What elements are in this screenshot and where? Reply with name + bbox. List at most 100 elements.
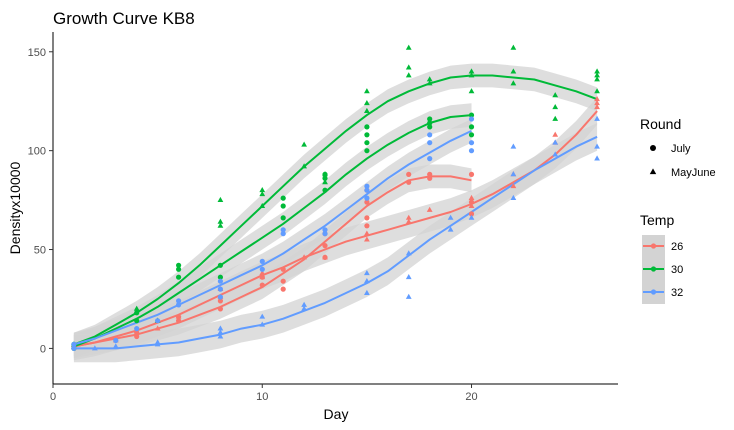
- point-temp-26-mayjune: [322, 254, 328, 260]
- point-temp-30-mayjune: [322, 171, 328, 177]
- legend-key-point-32: [650, 289, 657, 295]
- point-temp-30-mayjune: [405, 44, 412, 50]
- point-temp-32-july: [134, 326, 140, 332]
- legend-label-mayjune: MayJune: [671, 167, 716, 179]
- point-temp-30-mayjune: [426, 76, 433, 82]
- point-temp-26-mayjune: [468, 194, 475, 201]
- chart-title: Growth Curve KB8: [53, 9, 195, 28]
- point-temp-32-mayjune: [405, 250, 412, 256]
- point-temp-30-july: [427, 116, 433, 122]
- band-temp-32-mayjune: [73, 123, 598, 363]
- point-temp-26-july: [176, 318, 182, 324]
- point-temp-30-july: [176, 274, 182, 280]
- point-temp-32-july: [217, 278, 223, 284]
- legend-key-july: [650, 145, 656, 151]
- point-temp-32-july: [364, 195, 370, 201]
- point-temp-32-july: [427, 132, 433, 138]
- point-temp-26-mayjune: [426, 206, 433, 212]
- point-temp-32-july: [259, 266, 265, 272]
- point-temp-30-mayjune: [364, 107, 370, 114]
- axes: [52, 32, 618, 385]
- point-temp-30-mayjune: [510, 68, 517, 74]
- point-temp-26-july: [259, 282, 265, 288]
- point-temp-32-mayjune: [364, 270, 370, 276]
- point-temp-30-mayjune: [510, 44, 517, 50]
- point-temp-30-july: [134, 310, 140, 316]
- point-temp-26-july: [364, 199, 370, 205]
- legend-round: Round July MayJune: [640, 116, 716, 179]
- point-temp-32-july: [113, 337, 119, 344]
- point-temp-32-mayjune: [154, 339, 161, 345]
- point-temp-30-july: [468, 112, 475, 118]
- point-temp-32-mayjune: [364, 277, 370, 284]
- point-temp-32-mayjune: [594, 155, 600, 161]
- point-temp-26-july: [364, 223, 370, 229]
- legend-label-30: 30: [671, 264, 683, 276]
- legend-label-32: 32: [671, 287, 683, 299]
- point-temp-30-july: [176, 266, 182, 272]
- point-temp-32-july: [155, 318, 161, 324]
- point-temp-32-mayjune: [217, 333, 224, 339]
- point-temp-26-mayjune: [405, 218, 412, 224]
- point-temp-30-mayjune: [552, 103, 559, 110]
- fit-line-temp-32-mayjune: [73, 135, 598, 350]
- legend-key-mayjune: [649, 168, 657, 175]
- point-temp-30-july: [322, 175, 328, 181]
- point-temp-26-mayjune: [594, 103, 600, 110]
- legend-key-point-30: [650, 266, 657, 272]
- point-temp-26-july: [406, 179, 412, 185]
- legend-round-title: Round: [640, 116, 681, 132]
- point-temp-30-mayjune: [468, 72, 475, 78]
- point-temp-30-july: [280, 215, 286, 221]
- point-temp-32-mayjune: [259, 321, 266, 327]
- point-temp-26-july: [406, 171, 412, 177]
- point-temp-26-mayjune: [175, 313, 182, 319]
- point-temp-30-july: [176, 262, 182, 268]
- point-temp-30-mayjune: [594, 72, 600, 78]
- point-temp-30-mayjune: [322, 179, 328, 185]
- fit-line-temp-30-mayjune: [73, 74, 598, 346]
- point-temp-32-july: [280, 231, 286, 237]
- point-temp-32-july: [427, 156, 433, 162]
- y-ticks: 0 50 100 150: [28, 47, 53, 355]
- fit-line-temp-30-july: [73, 114, 472, 348]
- point-temp-26-july: [468, 211, 475, 217]
- point-temp-30-mayjune: [301, 141, 307, 147]
- point-temp-26-mayjune: [594, 96, 600, 102]
- legend-temp: Temp 26 30 32: [640, 212, 683, 304]
- point-temp-26-july: [280, 286, 286, 292]
- point-temp-30-mayjune: [217, 222, 224, 228]
- point-temp-32-mayjune: [259, 313, 266, 319]
- point-temp-26-mayjune: [364, 236, 370, 242]
- point-temp-32-july: [322, 227, 328, 233]
- data-points: [71, 44, 600, 351]
- y-tick-label-50: 50: [34, 245, 46, 257]
- point-temp-30-july: [217, 274, 223, 280]
- point-temp-30-mayjune: [405, 64, 412, 70]
- point-temp-30-mayjune: [594, 88, 600, 94]
- point-temp-26-july: [427, 175, 433, 181]
- point-temp-30-mayjune: [364, 99, 370, 106]
- point-temp-30-mayjune: [426, 80, 433, 86]
- point-temp-32-july: [468, 140, 475, 146]
- point-temp-32-july: [364, 183, 370, 189]
- point-temp-32-mayjune: [510, 171, 517, 177]
- point-temp-30-mayjune: [217, 196, 224, 203]
- point-temp-32-mayjune: [217, 325, 224, 331]
- point-temp-30-july: [427, 120, 433, 126]
- point-temp-30-july: [468, 132, 475, 138]
- point-temp-30-mayjune: [510, 80, 517, 86]
- point-temp-26-july: [134, 330, 140, 336]
- point-temp-30-mayjune: [364, 88, 370, 94]
- legend-label-july: July: [671, 143, 691, 155]
- x-tick-label-20: 20: [465, 391, 477, 403]
- point-temp-30-july: [364, 140, 370, 146]
- point-temp-30-july: [280, 203, 286, 209]
- point-temp-32-july: [427, 140, 433, 146]
- point-temp-32-mayjune: [594, 115, 600, 121]
- y-axis-title: Densityx10000: [7, 161, 23, 254]
- point-temp-26-july: [217, 298, 223, 304]
- point-temp-26-july: [322, 243, 328, 249]
- point-temp-32-july: [259, 258, 265, 264]
